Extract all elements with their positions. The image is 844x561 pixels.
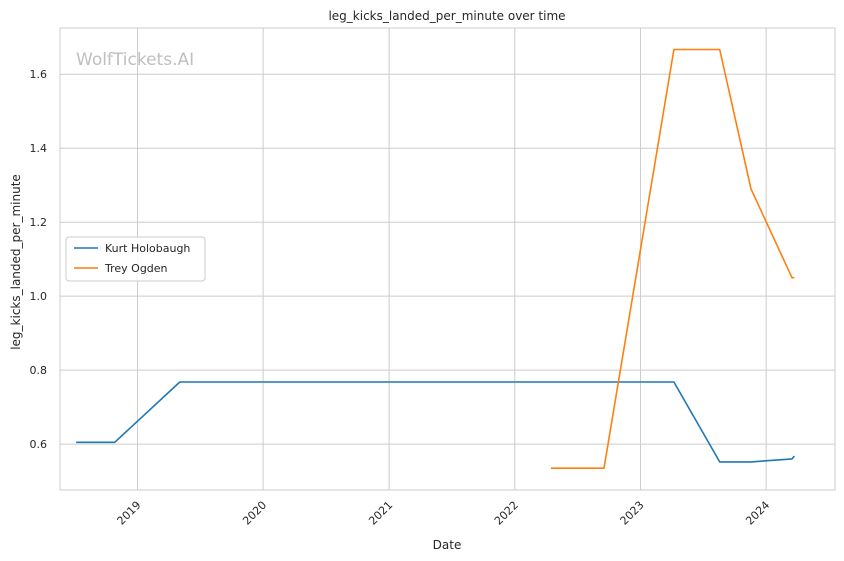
y-tick-label: 1.4 bbox=[30, 142, 48, 155]
series-line-kurt-holobaugh bbox=[76, 381, 796, 463]
x-axis-label: Date bbox=[433, 538, 462, 552]
series-lines bbox=[76, 48, 796, 470]
legend-label-trey-ogden: Trey Ogden bbox=[104, 262, 168, 275]
legend: Kurt Holobaugh Trey Ogden bbox=[65, 236, 206, 282]
series-line-trey-ogden bbox=[551, 48, 795, 470]
y-tick-label: 1.6 bbox=[30, 68, 48, 81]
chart-title: leg_kicks_landed_per_minute over time bbox=[328, 9, 565, 23]
y-tick-label: 0.8 bbox=[30, 364, 48, 377]
y-tick-label: 1.0 bbox=[30, 290, 48, 303]
y-tick-label: 0.6 bbox=[30, 438, 48, 451]
watermark: WolfTickets.AI bbox=[76, 50, 194, 70]
legend-label-kurt-holobaugh: Kurt Holobaugh bbox=[105, 242, 190, 255]
grid bbox=[60, 28, 835, 490]
y-axis-ticks: 0.6 0.8 1.0 1.2 1.4 1.6 bbox=[30, 68, 48, 451]
legend-box bbox=[65, 236, 206, 282]
y-tick-label: 1.2 bbox=[30, 216, 48, 229]
y-axis-label: leg_kicks_landed_per_minute bbox=[9, 174, 23, 350]
